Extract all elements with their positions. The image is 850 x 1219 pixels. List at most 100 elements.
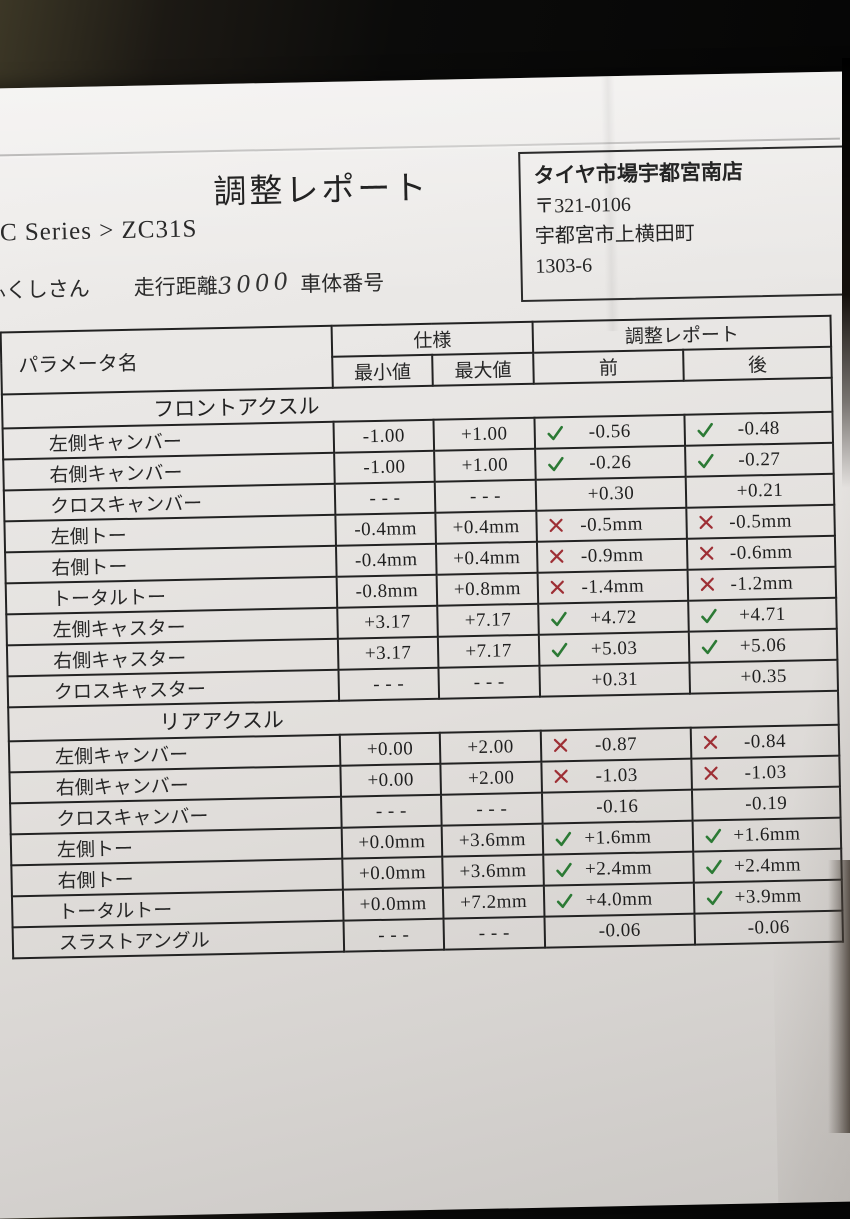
before-cell: +4.0mm [543, 882, 695, 917]
check-icon [550, 610, 567, 627]
measured-value: -0.5mm [580, 513, 644, 536]
max-value: +2.00 [439, 730, 542, 764]
cross-icon [699, 545, 716, 562]
measured-value: +5.06 [739, 634, 787, 657]
after-cell: -1.2mm [687, 566, 837, 601]
body-number-label: 車体番号 [300, 271, 385, 297]
page-title: 調整レポート [212, 168, 430, 211]
column-header-max: 最大値 [432, 352, 534, 386]
min-value: +0.00 [340, 763, 442, 797]
measured-value: +2.4mm [584, 856, 653, 880]
before-cell: -0.5mm [536, 507, 687, 542]
paper-right-shadow [828, 860, 850, 1133]
measured-value: -0.06 [747, 916, 791, 939]
column-header-before: 前 [533, 349, 684, 384]
cross-icon [550, 579, 567, 596]
check-icon [705, 827, 722, 844]
max-value: +7.2mm [442, 885, 545, 919]
after-cell: +0.21 [685, 473, 835, 508]
paper-document: 調整レポート タイヤ市場宇都宮南店 〒321-0106 宇都宮市上横田町 130… [0, 71, 850, 1219]
measured-value: -0.27 [738, 448, 781, 471]
min-value: - - - [334, 481, 436, 515]
after-cell: -0.84 [690, 724, 840, 759]
param-label: スラストアングル [12, 920, 345, 959]
cross-icon [703, 765, 720, 782]
before-cell: -0.9mm [536, 538, 688, 573]
measured-value: +2.4mm [733, 853, 802, 877]
customer-line: ふくしさん 走行距離3000 車体番号 [0, 267, 385, 305]
mileage-handwritten-value: 3000 [216, 268, 294, 301]
min-value: +0.0mm [341, 825, 443, 859]
measured-value: +4.72 [590, 606, 637, 629]
min-value: -0.8mm [336, 574, 438, 608]
photo-scene: 調整レポート タイヤ市場宇都宮南店 〒321-0106 宇都宮市上横田町 130… [0, 0, 850, 1133]
check-icon [697, 452, 714, 469]
after-cell: -0.19 [691, 786, 841, 821]
before-cell: -0.16 [542, 789, 693, 824]
measured-value: -0.48 [737, 417, 780, 440]
measured-value: -1.03 [595, 764, 638, 787]
cross-icon [698, 514, 715, 531]
measured-value: +0.21 [736, 479, 784, 502]
table-row: 右側キャンバー -1.00 +1.00 -0.26 -0.27 [3, 442, 834, 491]
after-cell: -0.27 [685, 442, 834, 477]
check-icon [555, 830, 572, 847]
min-value: - - - [338, 667, 440, 701]
before-cell: +0.30 [535, 476, 687, 511]
cross-icon [554, 768, 571, 785]
table-row: 右側トー -0.4mm +0.4mm -0.9mm -0.6mm [5, 535, 836, 584]
after-cell: -0.6mm [686, 535, 836, 570]
check-icon [556, 892, 573, 909]
cross-icon [548, 517, 565, 534]
measured-value: +4.0mm [585, 887, 653, 911]
max-value: - - - [443, 916, 546, 950]
measured-value: -0.56 [588, 420, 632, 443]
max-value: - - - [434, 479, 537, 513]
min-value: -1.00 [333, 419, 435, 453]
max-value: - - - [441, 792, 543, 826]
min-value: -1.00 [334, 450, 435, 484]
cross-icon [553, 737, 570, 754]
min-value: +0.00 [339, 732, 441, 766]
measured-value: -0.16 [596, 795, 639, 818]
before-cell: -1.03 [541, 758, 692, 793]
max-value: +1.00 [434, 448, 536, 482]
background-right-edge [842, 58, 850, 488]
before-cell: -0.87 [540, 727, 692, 762]
shop-info-box: タイヤ市場宇都宮南店 〒321-0106 宇都宮市上横田町 1303-6 [518, 144, 850, 303]
check-icon [551, 641, 568, 658]
cross-icon [703, 734, 720, 751]
min-value: +0.0mm [342, 856, 443, 890]
before-cell: +0.31 [539, 662, 691, 697]
measured-value: +0.35 [740, 665, 788, 688]
after-cell: -1.03 [691, 755, 840, 790]
after-cell: -0.06 [694, 910, 844, 945]
after-cell: +3.9mm [693, 879, 843, 914]
measured-value: -1.2mm [730, 572, 794, 595]
before-cell: -0.06 [544, 913, 696, 948]
measured-value: -0.06 [598, 919, 642, 942]
check-icon [555, 861, 572, 878]
after-cell: +1.6mm [692, 817, 842, 852]
table-row: 左側トー +0.0mm +3.6mm +1.6mm +1.6mm [10, 817, 842, 866]
before-cell: -0.56 [534, 414, 686, 449]
min-value: +0.0mm [342, 887, 444, 921]
check-icon [705, 858, 722, 875]
measured-value: -0.26 [589, 451, 632, 474]
after-cell: +4.71 [688, 597, 837, 632]
column-header-after: 後 [683, 346, 832, 381]
min-value: -0.4mm [335, 512, 436, 546]
after-cell: +2.4mm [693, 848, 842, 883]
measured-value: +5.03 [590, 637, 638, 660]
max-value: +2.00 [440, 761, 543, 795]
measured-value: -0.19 [745, 792, 788, 815]
before-cell: +2.4mm [543, 851, 694, 886]
min-value: -0.4mm [335, 543, 437, 577]
before-cell: +1.6mm [542, 820, 694, 855]
measured-value: +3.9mm [734, 884, 802, 908]
min-value: +3.17 [337, 636, 439, 670]
max-value: +1.00 [433, 417, 536, 451]
after-cell: +0.35 [689, 659, 839, 694]
column-group-spec: 仕様 [331, 321, 534, 357]
measured-value: +4.71 [739, 603, 786, 626]
